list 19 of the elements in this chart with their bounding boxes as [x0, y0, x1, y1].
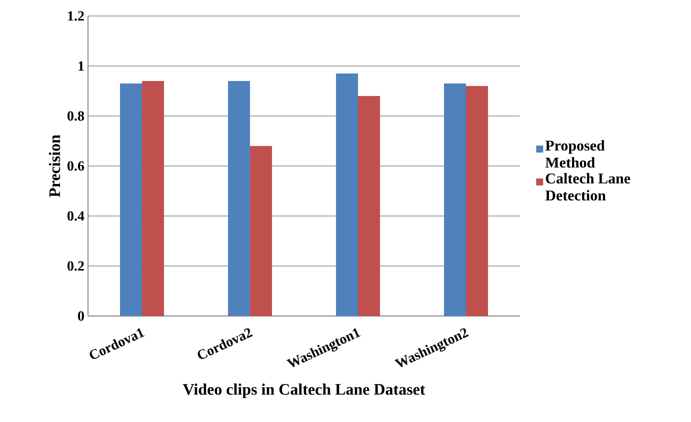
y-tick-label: 0.2 — [68, 261, 84, 271]
x-axis-title: Video clips in Caltech Lane Dataset — [182, 384, 426, 398]
bar — [250, 146, 272, 316]
bar — [466, 86, 488, 316]
y-tick-label: 1 — [78, 61, 84, 71]
y-tick-label: 1.2 — [68, 11, 84, 21]
y-axis-title: Precision — [48, 134, 60, 198]
y-tick-label: 0 — [78, 311, 84, 321]
bar — [120, 83, 142, 316]
bar — [228, 80, 250, 316]
legend-label: Caltech Lane Detection — [545, 173, 630, 201]
bar — [444, 83, 466, 316]
legend-label: Proposed Method — [545, 140, 605, 168]
y-tick-label: 0.4 — [68, 211, 84, 221]
bar — [358, 96, 380, 316]
y-tick-label: 0.8 — [68, 111, 84, 121]
y-tick-label: 0.6 — [68, 161, 84, 171]
bar — [336, 73, 358, 316]
bar — [142, 80, 164, 316]
